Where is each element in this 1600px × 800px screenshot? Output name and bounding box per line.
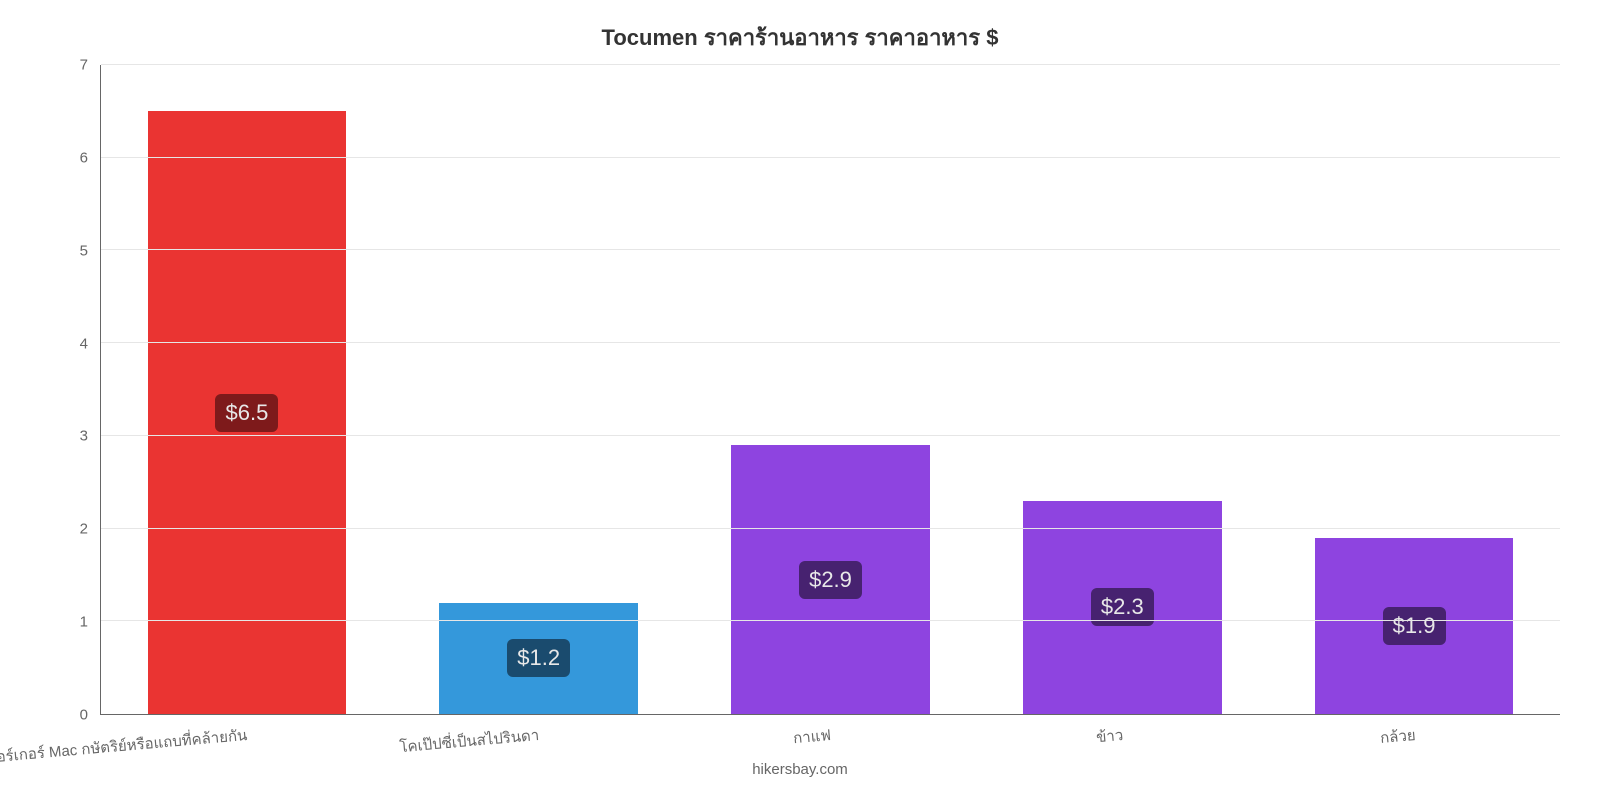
bar-value-label: $2.9 [799,561,862,599]
y-tick-label: 0 [80,707,88,724]
grid-line [101,620,1560,621]
credit-text: hikersbay.com [752,761,848,778]
plot: 01234567 $6.5$1.2$2.9$2.3$1.9 เบอร์เกอร์… [40,65,1560,715]
bars-container: $6.5 $1.2 $2.9 $2.3 $1.9 [101,65,1560,714]
bar: $1.9 [1315,538,1513,714]
chart-title: Tocumen ราคาร้านอาหาร ราคาอาหาร $ [40,20,1560,55]
grid-line [101,64,1560,65]
x-label-slot: โคเป๊ปซี่เป็นสไปรินดา [392,723,684,783]
grid-line [101,435,1560,436]
y-tick-label: 2 [80,521,88,538]
bar-slot: $1.2 [393,65,685,714]
x-axis-label: ข้าว [1095,723,1124,749]
bar-value-label: $1.2 [507,639,570,677]
bar-value-label: $6.5 [215,394,278,432]
y-tick-label: 6 [80,149,88,166]
bar: $6.5 [148,111,346,714]
x-axis-label: โคเป๊ปซี่เป็นสไปรินดา [398,723,540,759]
bar-slot: $2.9 [685,65,977,714]
y-tick-label: 5 [80,242,88,259]
bar-slot: $6.5 [101,65,393,714]
y-axis: 01234567 [40,65,100,715]
x-axis-label: เบอร์เกอร์ Mac กษัตริย์หรือแถบที่คล้ายกั… [0,723,248,770]
bar-slot: $1.9 [1268,65,1560,714]
y-tick-label: 1 [80,614,88,631]
x-label-slot: เบอร์เกอร์ Mac กษัตริย์หรือแถบที่คล้ายกั… [100,723,392,783]
bar: $2.9 [731,445,929,714]
x-axis-label: กาแฟ [792,723,832,750]
x-axis-label: กล้วย [1379,723,1416,750]
x-label-slot: กล้วย [1268,723,1560,783]
bar-slot: $2.3 [976,65,1268,714]
grid-line [101,342,1560,343]
bar: $2.3 [1023,501,1221,714]
price-chart: Tocumen ราคาร้านอาหาร ราคาอาหาร $ 0 1 2 3 4 5… [0,0,1600,800]
y-tick-label: 7 [80,57,88,74]
bar-value-label: $1.9 [1383,607,1446,645]
plot-area: $6.5 $1.2 $2.9 $2.3 $1.9 [100,65,1560,715]
grid-line [101,528,1560,529]
y-tick-label: 3 [80,428,88,445]
x-label-slot: ข้าว [976,723,1268,783]
grid-line [101,157,1560,158]
grid-line [101,249,1560,250]
y-tick-label: 4 [80,335,88,352]
